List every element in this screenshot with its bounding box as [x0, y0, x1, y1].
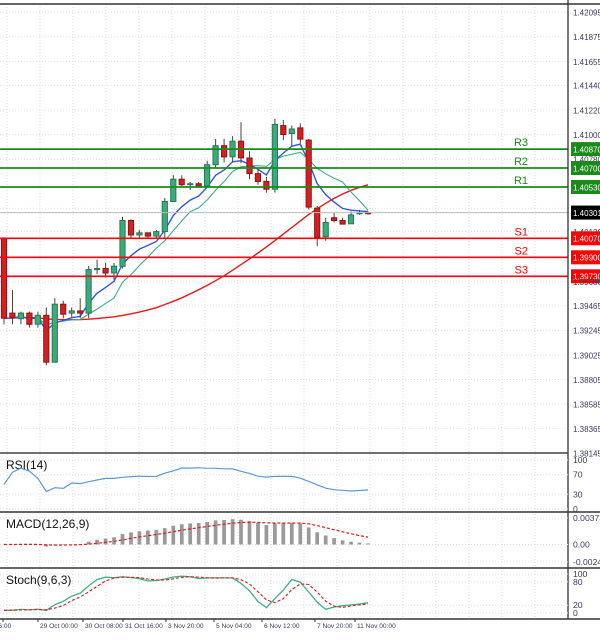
- svg-text:R3: R3: [514, 137, 528, 149]
- svg-text:1.39025: 1.39025: [573, 351, 600, 360]
- svg-text:Stoch(9,6,3): Stoch(9,6,3): [6, 573, 71, 587]
- svg-text:S3: S3: [515, 264, 528, 276]
- svg-text:R2: R2: [514, 156, 528, 168]
- svg-text:R1: R1: [514, 175, 528, 187]
- svg-text:1.41875: 1.41875: [573, 33, 600, 42]
- svg-text:5 Nov 04:00: 5 Nov 04:00: [216, 623, 252, 630]
- svg-text:6 Nov 12:00: 6 Nov 12:00: [264, 623, 300, 630]
- svg-text:1.42095: 1.42095: [573, 9, 600, 18]
- svg-text:0: 0: [573, 608, 578, 618]
- svg-text:1.39900: 1.39900: [573, 254, 600, 263]
- svg-text:0.003731: 0.003731: [573, 513, 600, 523]
- svg-text:1.41220: 1.41220: [573, 106, 600, 115]
- svg-text:7 Nov 20:00: 7 Nov 20:00: [317, 623, 353, 630]
- svg-text:S1: S1: [515, 226, 528, 238]
- svg-text:80: 80: [573, 577, 583, 587]
- svg-text:1.41440: 1.41440: [573, 82, 600, 91]
- svg-text:MACD(12,26,9): MACD(12,26,9): [6, 517, 89, 531]
- svg-text:1.40530: 1.40530: [573, 183, 600, 192]
- svg-text:3 Nov 20:00: 3 Nov 20:00: [168, 623, 204, 630]
- svg-text:0.00: 0.00: [573, 540, 590, 550]
- svg-text:1.39245: 1.39245: [573, 327, 600, 336]
- svg-text:16:00: 16:00: [0, 623, 12, 630]
- svg-text:1.40301: 1.40301: [573, 209, 600, 218]
- svg-text:11 Nov 00:00: 11 Nov 00:00: [357, 623, 396, 630]
- svg-text:30: 30: [573, 489, 583, 499]
- svg-text:1.41000: 1.41000: [573, 131, 600, 140]
- svg-text:1.38585: 1.38585: [573, 400, 600, 409]
- svg-text:29 Oct 00:00: 29 Oct 00:00: [40, 623, 78, 630]
- svg-text:1.40700: 1.40700: [573, 164, 600, 173]
- svg-text:1.38365: 1.38365: [573, 425, 600, 434]
- svg-text:31 Oct 16:00: 31 Oct 16:00: [125, 623, 163, 630]
- svg-text:70: 70: [573, 470, 583, 480]
- svg-text:100: 100: [573, 455, 588, 465]
- svg-text:30 Oct 08:00: 30 Oct 08:00: [85, 623, 123, 630]
- svg-text:1.38805: 1.38805: [573, 376, 600, 385]
- svg-text:1.39465: 1.39465: [573, 302, 600, 311]
- svg-text:1.41655: 1.41655: [573, 58, 600, 67]
- svg-text:-0.002473: -0.002473: [573, 557, 600, 567]
- svg-text:1.40870: 1.40870: [573, 145, 600, 154]
- svg-text:1.39680: 1.39680: [573, 278, 600, 287]
- svg-text:S2: S2: [515, 245, 528, 257]
- svg-text:1.40070: 1.40070: [573, 235, 600, 244]
